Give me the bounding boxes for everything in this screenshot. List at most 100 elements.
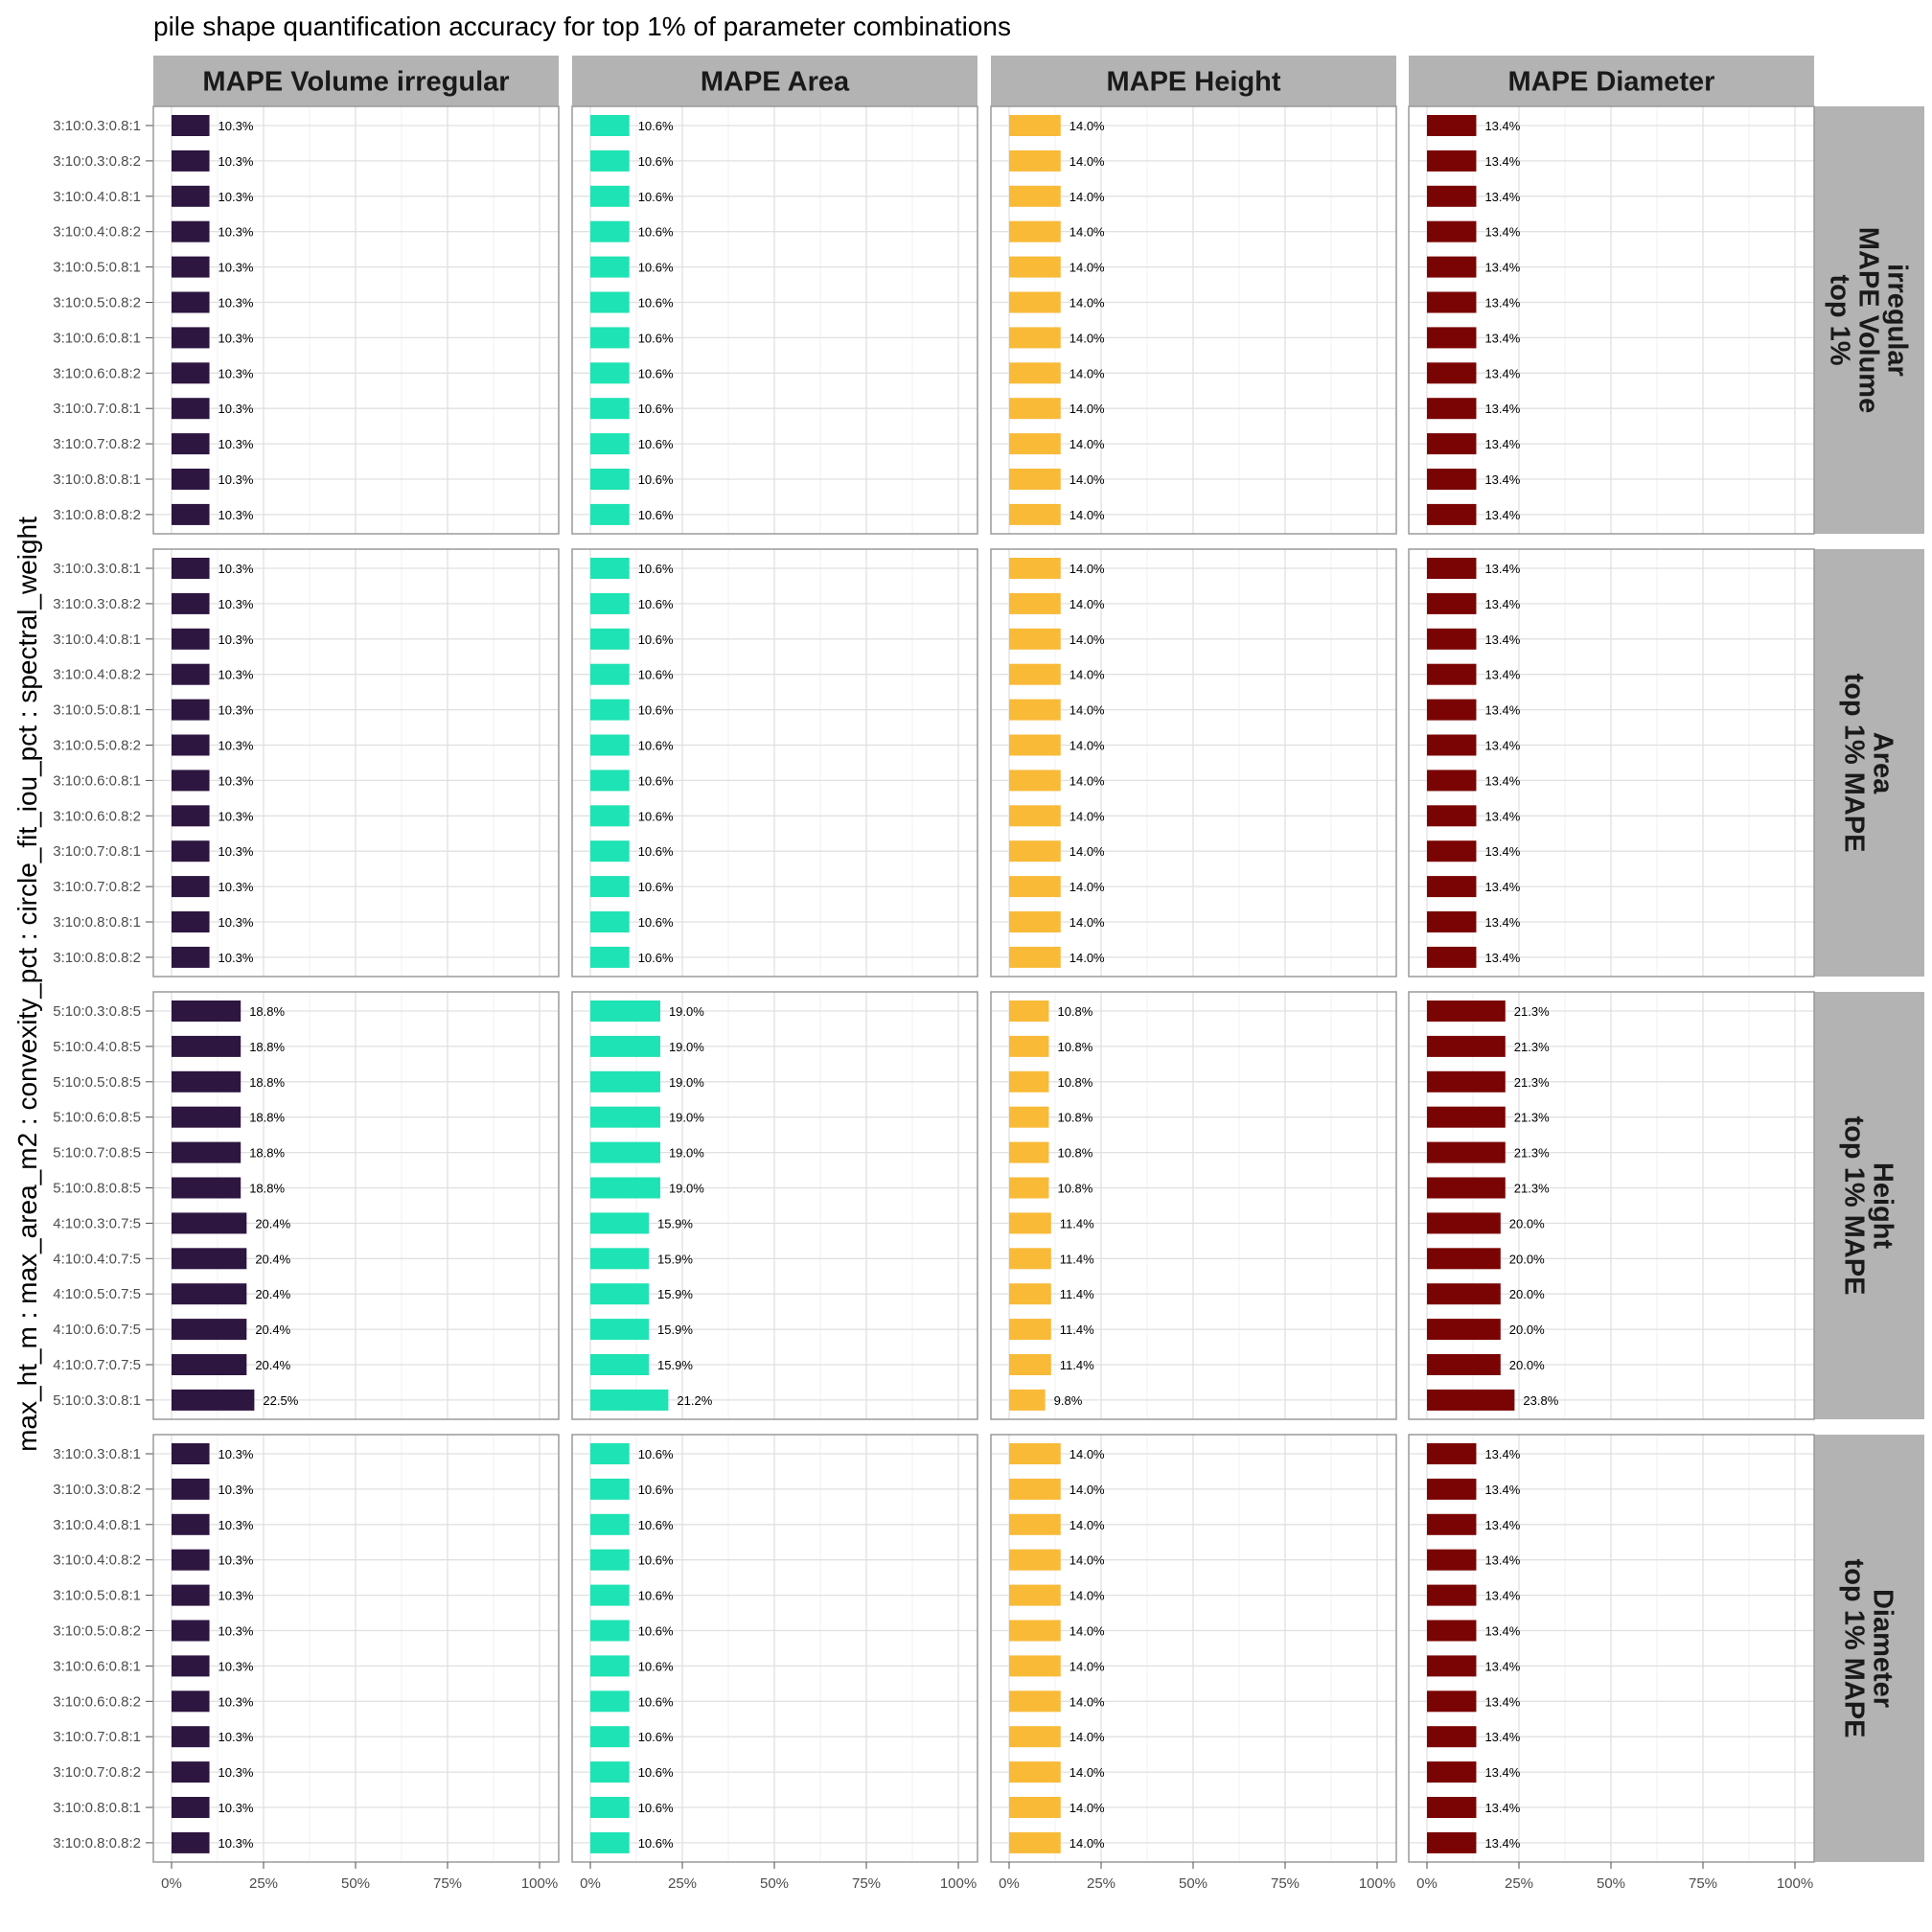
bar [172,469,210,490]
bar-data-label: 13.4% [1484,508,1520,522]
bar [590,1248,650,1270]
bar-data-label: 13.4% [1484,951,1520,965]
bar-data-label: 19.0% [669,1040,704,1054]
bar [590,1584,630,1606]
bar [172,1354,247,1375]
bar [590,1070,660,1092]
bar-data-label: 10.3% [218,880,254,894]
bar [1427,1389,1515,1411]
row-strip-label-line: top 1% [1825,274,1855,365]
bar [1009,503,1061,525]
x-tick-label: 75% [1689,1875,1717,1892]
bar [1427,362,1477,384]
bar-data-label: 10.3% [218,1589,254,1603]
y-tick-label: 3:10:0.8:0.8:1 [53,472,141,488]
bar [1427,558,1477,579]
bar-data-label: 10.6% [638,366,674,380]
column-strip-label: MAPE Diameter [1508,67,1715,98]
bar-data-label: 14.0% [1070,508,1105,522]
bar-data-label: 10.6% [638,1483,674,1497]
bar-data-label: 10.8% [1057,1004,1092,1019]
bar-data-label: 20.4% [255,1322,290,1337]
panel-border [1408,991,1815,1420]
y-tick-label: 3:10:0.6:0.8:1 [53,330,141,346]
y-tick-label: 3:10:0.6:0.8:2 [53,808,141,824]
bar [1427,469,1477,490]
y-tick-label: 3:10:0.8:0.8:2 [53,1835,141,1852]
bar [1009,1513,1061,1535]
bar [590,1549,630,1571]
bar-data-label: 13.4% [1484,190,1520,204]
x-tick-label: 100% [940,1875,977,1892]
bar-data-label: 14.0% [1070,119,1105,133]
bar-data-label: 21.3% [1514,1146,1550,1161]
bar [590,1283,650,1305]
bar-data-label: 13.4% [1484,1483,1520,1497]
bar-data-label: 14.0% [1070,225,1105,240]
y-tick-label: 5:10:0.6:0.8:5 [53,1110,141,1126]
bar-data-label: 10.3% [218,809,254,823]
y-axis-label: max_ht_m : max_area_m2 : convexity_pct :… [12,517,42,1452]
bar-data-label: 20.4% [255,1287,290,1301]
bar [172,946,210,968]
bar-data-label: 10.8% [1057,1182,1092,1196]
x-tick-label: 50% [1179,1875,1208,1892]
bar [590,911,630,932]
bar [590,327,630,349]
bar [172,911,210,932]
bar-data-label: 14.0% [1070,331,1105,345]
bar [1427,150,1477,172]
bar [1427,1248,1501,1270]
bar-data-label: 19.0% [669,1004,704,1019]
bar [590,503,630,525]
bar [172,1620,210,1642]
bar [590,558,630,579]
bar [590,362,630,384]
x-tick-label: 50% [341,1875,370,1892]
bar [1009,1141,1049,1163]
panel-border [571,548,978,978]
bar-data-label: 13.4% [1484,632,1520,647]
bar-data-label: 14.0% [1070,1801,1105,1815]
bar [1427,1070,1506,1092]
y-tick-label: 3:10:0.3:0.8:2 [53,1482,141,1498]
bar [172,1690,210,1713]
bar-data-label: 13.4% [1484,225,1520,240]
bar-data-label: 18.8% [249,1075,285,1090]
bar-data-label: 18.8% [249,1182,285,1196]
bar-data-label: 14.0% [1070,632,1105,647]
bar-data-label: 10.3% [218,1659,254,1673]
bar [172,663,210,685]
bar-data-label: 10.6% [638,632,674,647]
y-tick-label: 3:10:0.4:0.8:1 [53,189,141,205]
bar-data-label: 10.3% [218,773,254,788]
bar-data-label: 10.3% [218,1553,254,1568]
bar [1009,911,1061,932]
bar [1009,433,1061,455]
x-tick-label: 25% [1505,1875,1533,1892]
bar-data-label: 14.0% [1070,190,1105,204]
bar-data-label: 15.9% [657,1252,693,1266]
bar-data-label: 21.3% [1514,1004,1550,1019]
y-tick-label: 3:10:0.7:0.8:2 [53,436,141,452]
bar-data-label: 13.4% [1484,562,1520,576]
y-tick-label: 3:10:0.6:0.8:1 [53,772,141,789]
bar [590,220,630,242]
bar-data-label: 13.4% [1484,154,1520,169]
panel-border [571,105,978,535]
bar [172,1212,247,1234]
bar-data-label: 10.6% [638,1836,674,1851]
bar [590,592,630,614]
bar-data-label: 10.3% [218,331,254,345]
bar [172,805,210,827]
bar [1427,1443,1477,1464]
row-strip-label-line: top 1% MAPE [1839,1559,1870,1738]
bar-data-label: 14.0% [1070,261,1105,275]
bar-data-label: 13.4% [1484,1518,1520,1532]
bar [590,1035,660,1057]
bar [590,1478,630,1500]
bar-data-label: 13.4% [1484,880,1520,894]
panel-border [990,991,1397,1420]
bar [1009,1655,1061,1677]
bar [1427,734,1477,756]
